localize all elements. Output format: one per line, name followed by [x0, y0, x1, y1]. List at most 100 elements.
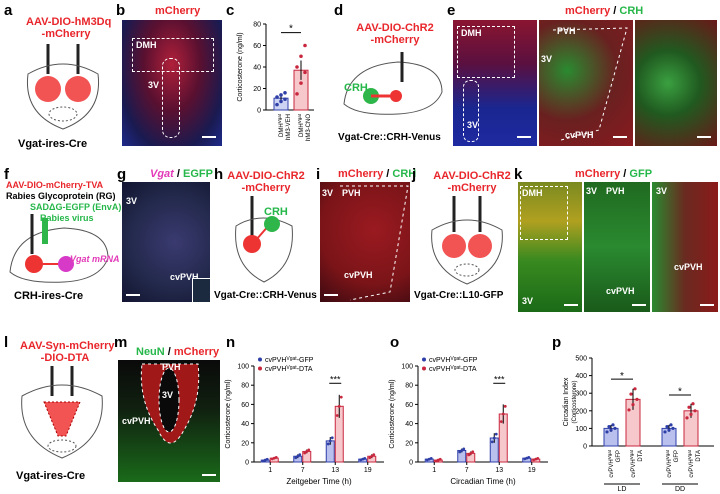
x-tick-label-line1: DMHVgat: [297, 113, 305, 137]
region-label-3v: 3V: [656, 186, 668, 196]
data-point: [527, 455, 531, 459]
sagittal-schematic-d: [343, 52, 443, 115]
data-point: [492, 436, 496, 440]
legend-label-post: -DTA: [461, 366, 477, 373]
virus-line2: Rabies Glycoprotein (RG): [6, 191, 116, 201]
data-point: [460, 449, 464, 452]
data-point: [687, 405, 691, 409]
x-tick-label-line1: cvPVHVgat: [687, 449, 695, 477]
region-label-cvpvh: cvPVH: [170, 272, 199, 282]
x-tick-label-sup: Vgat: [277, 113, 282, 123]
x-tick-label-line2: hM3-CNO: [306, 114, 312, 141]
x-tick-label-sup: Vgat: [297, 113, 302, 123]
legend-label: cvPVHVgat-DTA: [265, 365, 313, 373]
title-red: mCherry: [575, 168, 621, 180]
data-point: [368, 456, 372, 460]
virus-line4: Rabies virus: [40, 213, 94, 223]
data-point: [307, 448, 311, 452]
panel-label-k: k: [514, 166, 523, 183]
panel-label-h: h: [214, 166, 224, 183]
x-tick-label: 1: [432, 467, 436, 474]
region-label-cvpvh: cvPVH: [606, 286, 635, 296]
scale-bar: [517, 136, 531, 138]
legend-label-sup: Vgat: [286, 356, 297, 362]
y-tick-label: 400: [575, 373, 587, 380]
data-point: [469, 451, 473, 455]
data-point: [494, 432, 498, 436]
data-point: [303, 43, 307, 48]
data-point: [671, 426, 675, 430]
micrograph-k2: 3V PVH cvPVH: [584, 182, 650, 312]
x-tick-label-line2: GFP: [674, 450, 680, 462]
x-tick-label: 7: [465, 467, 469, 474]
legend-marker: [422, 357, 426, 362]
virus-label: AAV-DIO-ChR2 -mCherry: [432, 170, 512, 194]
legend-label: cvPVHVgat-GFP: [265, 356, 314, 364]
group-label: DD: [675, 486, 685, 492]
x-tick-label-line2: DTA: [696, 450, 702, 462]
title-slash: /: [620, 168, 630, 180]
virus-line1: AAV-DIO-ChR2: [433, 170, 511, 182]
data-point: [627, 408, 631, 412]
brain-schematic-a: [26, 44, 100, 130]
panel-label-c: c: [226, 2, 235, 19]
y-tick-label: 20: [241, 440, 249, 447]
scale-bar: [564, 304, 578, 306]
data-point: [458, 450, 462, 454]
virus-line2: -DIO-DTA: [40, 352, 90, 364]
data-point: [330, 436, 334, 440]
x-tick-label-line1: cvPVHVgat: [607, 449, 615, 477]
x-tick-label: cvPVHVgat DTA: [687, 449, 702, 477]
data-point: [274, 455, 278, 459]
x-tick-label: 19: [528, 467, 536, 474]
data-point: [685, 416, 689, 420]
panel-label-p: p: [552, 334, 562, 351]
x-tick-label: cvPVHVgat GFP: [607, 449, 622, 477]
x-tick-label-sup: Vgat: [607, 449, 612, 459]
panel-label-e: e: [447, 2, 456, 19]
data-point: [611, 423, 615, 427]
mouse-line-d: Vgat-Cre::CRH-Venus: [338, 132, 441, 143]
legend-label-post: -DTA: [297, 366, 313, 373]
micrograph-title-e: mCherry / CRH: [565, 5, 643, 17]
data-point: [363, 456, 367, 460]
data-point: [691, 402, 695, 406]
x-tick-label-sup: Vgat: [665, 449, 670, 459]
data-point: [339, 395, 343, 399]
x-tick-label: 19: [364, 467, 372, 474]
mouse-line-f: CRH-ires-Cre: [14, 290, 84, 302]
scale-bar: [697, 136, 711, 138]
region-label-3v: 3V: [162, 390, 174, 400]
y-tick-label: 60: [253, 43, 261, 50]
data-point: [303, 70, 307, 75]
data-point: [635, 397, 639, 401]
y-tick-label: 40: [241, 421, 249, 428]
x-tick-label-line2: hM3-VEH: [286, 114, 292, 140]
sig-marker: ***: [330, 374, 341, 384]
region-label-3v: 3V: [586, 186, 598, 196]
legend-label: cvPVHVgat-DTA: [429, 365, 477, 373]
vgat-mrna-label: Vgat mRNA: [70, 254, 120, 264]
virus-line1: AAV-DIO-ChR2: [227, 170, 305, 182]
data-point: [605, 430, 609, 434]
x-tick-label-line1: DMHVgat: [277, 113, 285, 137]
micrograph-k3: 3V cvPVH: [652, 182, 718, 312]
title-red: mCherry: [173, 346, 220, 358]
micrograph-e3: [635, 20, 717, 146]
data-point: [438, 457, 442, 461]
data-point: [471, 450, 475, 454]
y-tick-label: 60: [241, 402, 249, 409]
region-label-cvpvh: cvPVH: [344, 270, 373, 280]
legend-marker: [422, 366, 426, 371]
data-point: [669, 423, 673, 427]
micrograph-title-m: NeuN / mCherry: [136, 346, 219, 358]
panel-label-n: n: [226, 334, 236, 351]
data-point: [503, 404, 507, 408]
x-tick-label: 13: [331, 467, 339, 474]
micrograph-b: DMH 3V: [122, 20, 222, 146]
y-tick-label: 200: [575, 408, 587, 415]
legend-marker: [258, 357, 262, 362]
data-point: [693, 409, 697, 413]
data-point: [667, 428, 671, 432]
title-magenta: Vgat: [150, 168, 174, 180]
